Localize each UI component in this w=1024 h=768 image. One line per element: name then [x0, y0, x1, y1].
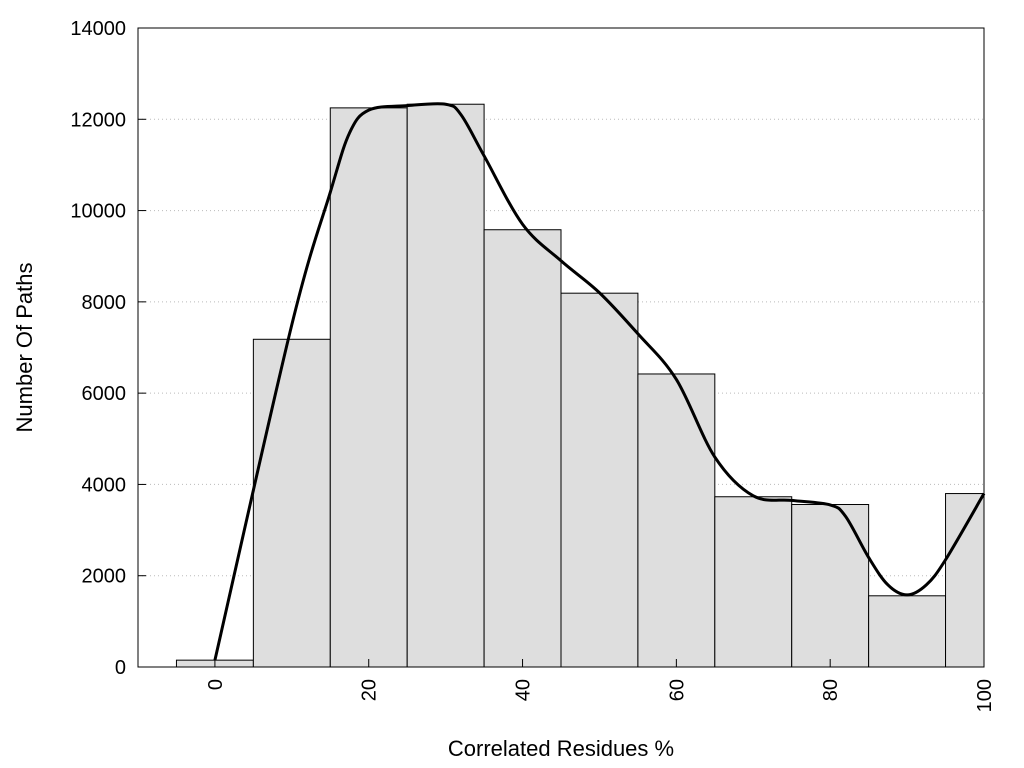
- y-tick-label: 4000: [82, 474, 127, 496]
- y-tick-label: 2000: [82, 566, 127, 588]
- plot-frame: [137, 27, 985, 668]
- density-curve-line: [213, 102, 986, 661]
- histogram-bar: [945, 493, 985, 668]
- histogram-bar: [560, 292, 639, 668]
- histogram-bar: [714, 496, 793, 668]
- density-curve: [213, 102, 986, 661]
- histogram-bar: [791, 504, 870, 668]
- x-axis-label: Correlated Residues %: [448, 736, 674, 761]
- x-tick-label: 100: [974, 679, 996, 712]
- bars: [175, 103, 985, 668]
- y-tick-label: 8000: [82, 292, 127, 314]
- y-tick-label: 14000: [70, 18, 126, 40]
- y-tick-label: 6000: [82, 383, 127, 405]
- y-axis-label: Number Of Paths: [12, 263, 37, 433]
- histogram-bar: [406, 103, 485, 668]
- y-tick-label: 0: [115, 657, 126, 679]
- x-tick-label: 0: [205, 679, 227, 690]
- x-tick-label: 20: [359, 679, 381, 701]
- x-axis-ticks: 0 20 40 60 80 100: [205, 659, 996, 712]
- y-tick-label: 12000: [70, 109, 126, 131]
- histogram-bar: [483, 229, 562, 668]
- x-tick-label: 60: [666, 679, 688, 701]
- y-tick-label: 10000: [70, 201, 126, 223]
- x-tick-label: 80: [820, 679, 842, 701]
- histogram-bar: [329, 107, 408, 668]
- histogram-bar: [868, 595, 947, 668]
- histogram-bar: [252, 338, 331, 668]
- x-tick-label: 40: [513, 679, 535, 701]
- y-axis-ticks: 0 2000 4000 6000 8000 10000 12000 14000: [70, 18, 146, 679]
- histogram-bar: [637, 373, 716, 668]
